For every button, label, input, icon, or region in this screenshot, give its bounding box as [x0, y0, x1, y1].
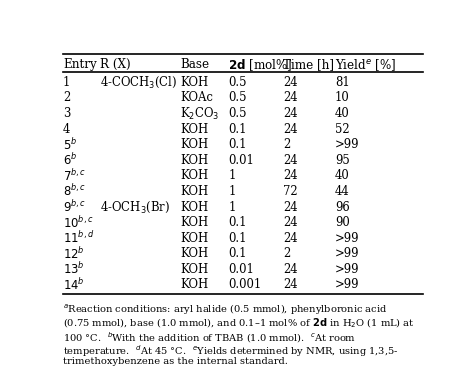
Text: 0.1: 0.1	[228, 216, 247, 229]
Text: KOH: KOH	[181, 247, 209, 260]
Text: $12^{b}$: $12^{b}$	[63, 246, 84, 262]
Text: temperature.  $^{d}$At 45 °C.  $^{e}$Yields determined by NMR, using 1,3,5-: temperature. $^{d}$At 45 °C. $^{e}$Yield…	[63, 344, 399, 359]
Text: Base: Base	[181, 58, 210, 71]
Text: >99: >99	[335, 247, 359, 260]
Text: 0.5: 0.5	[228, 76, 247, 89]
Text: $13^{b}$: $13^{b}$	[63, 261, 84, 278]
Text: 24: 24	[283, 201, 298, 213]
Text: 72: 72	[283, 185, 298, 198]
Text: KOAc: KOAc	[181, 92, 213, 104]
Text: KOH: KOH	[181, 185, 209, 198]
Text: Entry: Entry	[63, 58, 97, 71]
Text: 2: 2	[283, 138, 291, 151]
Text: 0.01: 0.01	[228, 154, 254, 167]
Text: $^{a}$Reaction conditions: aryl halide (0.5 mmol), phenylboronic acid: $^{a}$Reaction conditions: aryl halide (…	[63, 303, 387, 317]
Text: 0.01: 0.01	[228, 263, 254, 276]
Text: 24: 24	[283, 107, 298, 120]
Text: 100 °C.  $^{b}$With the addition of TBAB (1.0 mmol).  $^{c}$At room: 100 °C. $^{b}$With the addition of TBAB …	[63, 330, 356, 345]
Text: 81: 81	[335, 76, 349, 89]
Text: 24: 24	[283, 263, 298, 276]
Text: 95: 95	[335, 154, 349, 167]
Text: 24: 24	[283, 154, 298, 167]
Text: $7^{b,c}$: $7^{b,c}$	[63, 168, 86, 184]
Text: KOH: KOH	[181, 279, 209, 291]
Text: 40: 40	[335, 170, 349, 182]
Text: 24: 24	[283, 279, 298, 291]
Text: KOH: KOH	[181, 232, 209, 245]
Text: 0.1: 0.1	[228, 138, 247, 151]
Text: 10: 10	[335, 92, 349, 104]
Text: 4-COCH$_{3}$(Cl): 4-COCH$_{3}$(Cl)	[100, 75, 177, 90]
Text: 90: 90	[335, 216, 349, 229]
Text: 24: 24	[283, 216, 298, 229]
Text: KOH: KOH	[181, 201, 209, 213]
Text: (0.75 mmol), base (1.0 mmol), and 0.1–1 mol% of $\mathbf{2d}$ in H$_{2}$O (1 mL): (0.75 mmol), base (1.0 mmol), and 0.1–1 …	[63, 316, 415, 330]
Text: 52: 52	[335, 123, 349, 135]
Text: 4: 4	[63, 123, 70, 135]
Text: $\mathbf{2d}$ [mol%]: $\mathbf{2d}$ [mol%]	[228, 57, 292, 72]
Text: 96: 96	[335, 201, 349, 213]
Text: >99: >99	[335, 263, 359, 276]
Text: 24: 24	[283, 123, 298, 135]
Text: Time [h]: Time [h]	[283, 58, 334, 71]
Text: $9^{b,c}$: $9^{b,c}$	[63, 199, 86, 215]
Text: >99: >99	[335, 138, 359, 151]
Text: 0.1: 0.1	[228, 232, 247, 245]
Text: 2: 2	[283, 247, 291, 260]
Text: 24: 24	[283, 76, 298, 89]
Text: $11^{b,d}$: $11^{b,d}$	[63, 230, 94, 246]
Text: 0.5: 0.5	[228, 92, 247, 104]
Text: KOH: KOH	[181, 138, 209, 151]
Text: KOH: KOH	[181, 76, 209, 89]
Text: 4-OCH$_{3}$(Br): 4-OCH$_{3}$(Br)	[100, 200, 170, 214]
Text: trimethoxybenzene as the internal standard.: trimethoxybenzene as the internal standa…	[63, 357, 288, 366]
Text: KOH: KOH	[181, 170, 209, 182]
Text: 1: 1	[228, 201, 236, 213]
Text: 1: 1	[63, 76, 70, 89]
Text: 2: 2	[63, 92, 70, 104]
Text: 0.001: 0.001	[228, 279, 262, 291]
Text: 0.1: 0.1	[228, 123, 247, 135]
Text: 24: 24	[283, 232, 298, 245]
Text: Yield$^{e}$ [%]: Yield$^{e}$ [%]	[335, 57, 396, 72]
Text: >99: >99	[335, 232, 359, 245]
Text: K$_{2}$CO$_{3}$: K$_{2}$CO$_{3}$	[181, 105, 220, 122]
Text: KOH: KOH	[181, 154, 209, 167]
Text: 1: 1	[228, 170, 236, 182]
Text: 1: 1	[228, 185, 236, 198]
Text: R (X): R (X)	[100, 58, 130, 71]
Text: 40: 40	[335, 107, 349, 120]
Text: >99: >99	[335, 279, 359, 291]
Text: $6^{b}$: $6^{b}$	[63, 152, 77, 168]
Text: 0.1: 0.1	[228, 247, 247, 260]
Text: 44: 44	[335, 185, 349, 198]
Text: KOH: KOH	[181, 263, 209, 276]
Text: $10^{b,c}$: $10^{b,c}$	[63, 214, 93, 231]
Text: KOH: KOH	[181, 216, 209, 229]
Text: $14^{b}$: $14^{b}$	[63, 277, 84, 293]
Text: $5^{b}$: $5^{b}$	[63, 137, 77, 153]
Text: 24: 24	[283, 92, 298, 104]
Text: 24: 24	[283, 170, 298, 182]
Text: 3: 3	[63, 107, 70, 120]
Text: 0.5: 0.5	[228, 107, 247, 120]
Text: $8^{b,c}$: $8^{b,c}$	[63, 183, 86, 200]
Text: KOH: KOH	[181, 123, 209, 135]
